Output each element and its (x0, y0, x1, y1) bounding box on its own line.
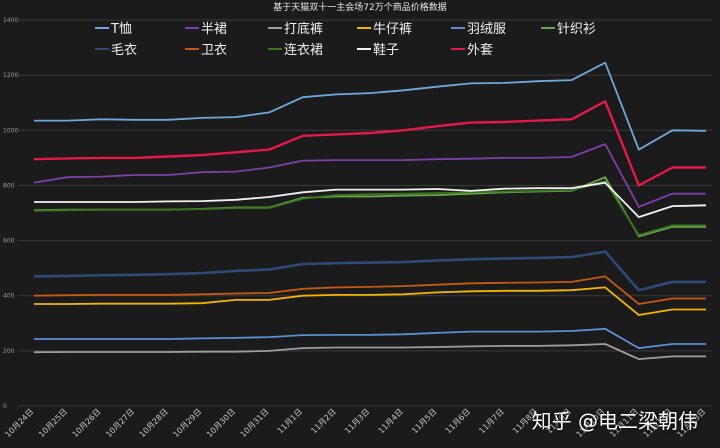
legend-label: 羽绒服 (467, 22, 506, 37)
series-line-6 (33, 250, 706, 292)
legend-label: 打底裤 (284, 21, 323, 37)
x-tick-label: 10月30日 (205, 407, 237, 439)
series-line-2 (33, 343, 706, 361)
y-axis-ticks: 0 200 400 600 800 1000 1200 1400 (3, 17, 18, 410)
x-tick-label: 10月31日 (239, 407, 271, 439)
chart-title: 基于天猫双十一主会场72万个商品价格数据 (273, 1, 446, 13)
series-line-5 (33, 176, 706, 238)
y-tick-label: 200 (3, 348, 15, 355)
x-tick-label: 11月6日 (444, 407, 472, 435)
x-tick-label: 11月5日 (410, 407, 438, 435)
series-line-9 (34, 181, 707, 219)
legend-label: 毛衣 (111, 42, 137, 58)
legend-label: 鞋子 (373, 42, 399, 58)
y-tick-label: 1000 (3, 127, 18, 134)
y-tick-label: 400 (3, 293, 15, 300)
x-tick-label: 10月26日 (71, 407, 103, 439)
y-tick-label: 600 (3, 238, 15, 245)
legend-label: 牛仔裤 (373, 22, 412, 37)
legend-label: 针织衫 (557, 22, 596, 37)
x-tick-label: 10月29日 (171, 407, 203, 439)
y-tick-label: 1200 (3, 72, 18, 79)
series-line-3 (34, 286, 706, 316)
y-tick-label: 800 (3, 182, 15, 189)
x-tick-label: 11月3日 (343, 407, 371, 435)
series-line-4 (34, 327, 706, 350)
legend-label: 连衣裙 (284, 42, 323, 58)
x-tick-label: 11月1日 (276, 407, 304, 435)
x-tick-label: 11月4日 (377, 407, 405, 435)
x-tick-label: 10月24日 (3, 407, 35, 439)
watermark: 知乎 @电二梁朝伟 (531, 409, 698, 433)
legend-label: T恤 (110, 22, 132, 37)
series-line-0 (34, 61, 707, 151)
series-line-10 (33, 100, 706, 187)
legend-label: 卫衣 (201, 42, 227, 58)
y-tick-label: 1400 (3, 17, 18, 24)
y-tick-label: 0 (3, 403, 7, 410)
x-tick-label: 10月28日 (138, 407, 170, 439)
x-tick-label: 10月27日 (104, 407, 136, 439)
legend-label: 外套 (467, 42, 493, 58)
x-tick-label: 11月7日 (477, 407, 505, 435)
series-lines (33, 61, 707, 361)
series-line-1 (33, 143, 706, 208)
x-tick-label: 10月25日 (37, 407, 69, 439)
x-tick-label: 11月2日 (309, 407, 337, 435)
legend-label: 半裙 (201, 22, 227, 37)
series-line-7 (33, 275, 706, 305)
